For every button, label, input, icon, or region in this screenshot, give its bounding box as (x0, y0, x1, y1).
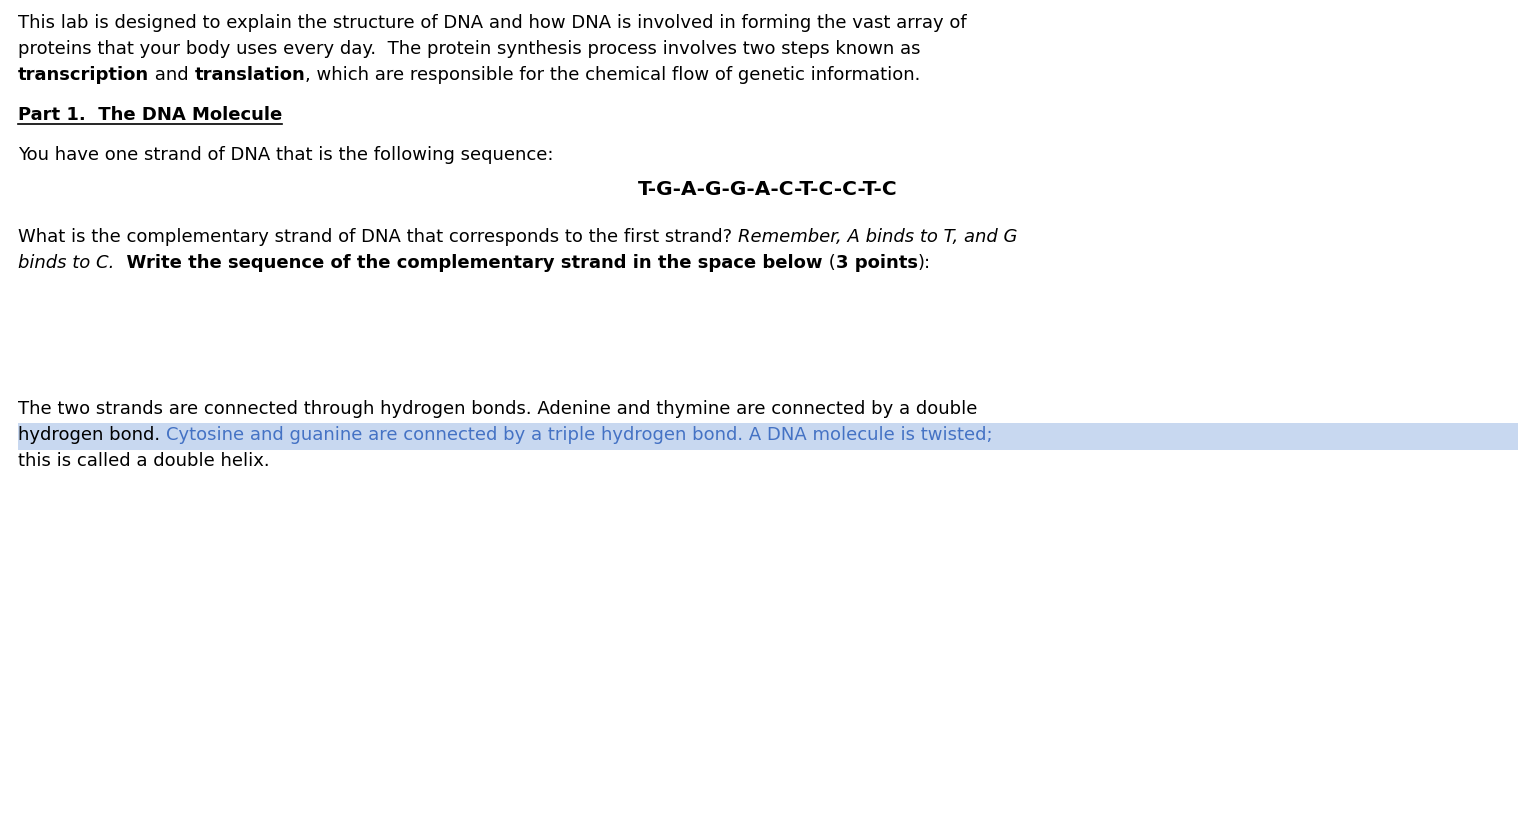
Bar (18, 423, 1518, 450)
Text: What is the complementary strand of DNA that corresponds to the first strand?: What is the complementary strand of DNA … (18, 228, 737, 246)
Text: Write the sequence of the complementary strand in the space below: Write the sequence of the complementary … (114, 254, 823, 272)
Text: , which are responsible for the chemical flow of genetic information.: , which are responsible for the chemical… (306, 66, 920, 84)
Text: T-G-A-G-G-A-C-T-C-C-T-C: T-G-A-G-G-A-C-T-C-C-T-C (637, 180, 899, 199)
Text: this is called a double helix.: this is called a double helix. (18, 452, 270, 470)
Text: hydrogen bond.: hydrogen bond. (18, 426, 166, 444)
Text: (: ( (823, 254, 836, 272)
Text: binds to C.: binds to C. (18, 254, 114, 272)
Text: The two strands are connected through hydrogen bonds. Adenine and thymine are co: The two strands are connected through hy… (18, 400, 977, 418)
Text: translation: translation (195, 66, 306, 84)
Text: Remember, A binds to T, and G: Remember, A binds to T, and G (737, 228, 1017, 246)
Text: You have one strand of DNA that is the following sequence:: You have one strand of DNA that is the f… (18, 146, 553, 164)
Text: 3 points: 3 points (836, 254, 917, 272)
Text: proteins that your body uses every day.  The protein synthesis process involves : proteins that your body uses every day. … (18, 40, 920, 58)
Text: and: and (149, 66, 195, 84)
Text: ):: ): (917, 254, 931, 272)
Text: Cytosine and guanine are connected by a triple hydrogen bond. A DNA molecule is : Cytosine and guanine are connected by a … (166, 426, 992, 444)
Text: This lab is designed to explain the structure of DNA and how DNA is involved in : This lab is designed to explain the stru… (18, 14, 966, 32)
Text: Part 1.  The DNA Molecule: Part 1. The DNA Molecule (18, 106, 283, 124)
Text: transcription: transcription (18, 66, 149, 84)
